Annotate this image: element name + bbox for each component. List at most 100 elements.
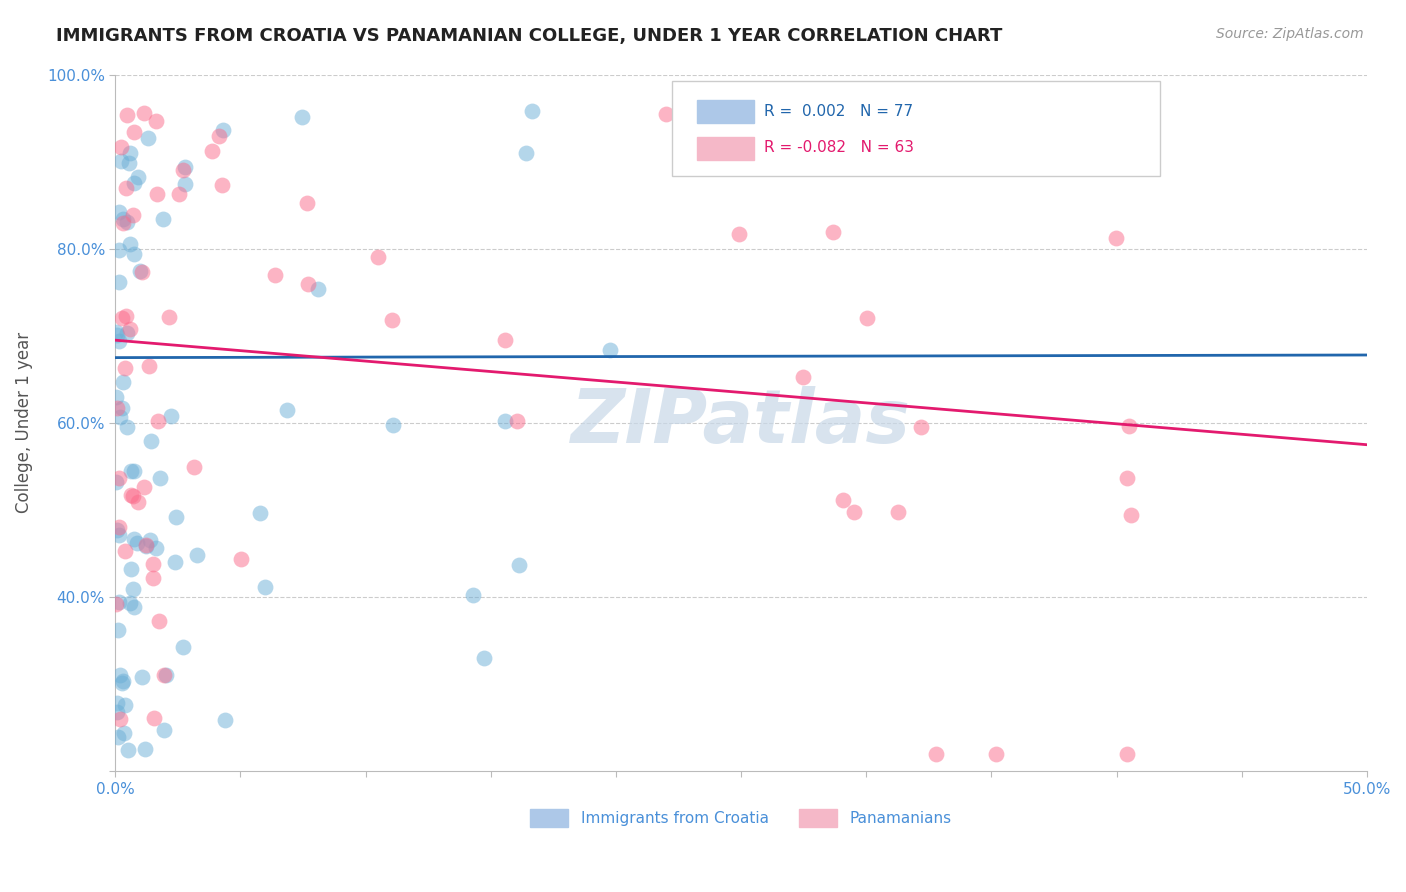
Point <box>122 582 145 596</box>
Point <box>122 599 145 614</box>
Point <box>122 176 145 190</box>
Point <box>107 334 129 349</box>
Point <box>121 489 143 503</box>
Point <box>276 403 298 417</box>
Point <box>134 742 156 756</box>
Point <box>165 509 187 524</box>
Point <box>599 343 621 358</box>
Point <box>381 417 404 432</box>
Point <box>118 156 141 170</box>
Point <box>157 310 180 325</box>
Point <box>120 487 142 501</box>
Point <box>522 103 544 118</box>
Point <box>167 187 190 202</box>
Point <box>117 326 139 340</box>
Point <box>108 244 131 258</box>
Point <box>107 528 129 542</box>
Point <box>115 215 138 229</box>
Point <box>122 208 145 222</box>
Point <box>120 562 142 576</box>
Point <box>152 212 174 227</box>
Point <box>110 140 132 154</box>
Point <box>1119 508 1142 522</box>
Point <box>461 588 484 602</box>
Point <box>135 538 157 552</box>
Point <box>120 236 142 251</box>
Point <box>155 667 177 681</box>
Point <box>105 327 128 342</box>
Point <box>108 471 131 485</box>
Point <box>108 520 131 534</box>
Point <box>105 475 128 490</box>
Point <box>832 492 855 507</box>
Point <box>1105 230 1128 244</box>
Point <box>145 113 167 128</box>
Point <box>229 551 252 566</box>
Point <box>183 459 205 474</box>
Point <box>105 705 128 719</box>
Point <box>108 205 131 219</box>
Point <box>494 333 516 347</box>
Point <box>108 712 131 726</box>
Point <box>515 145 537 160</box>
Point <box>142 571 165 585</box>
Point <box>115 108 138 122</box>
Point <box>138 359 160 373</box>
Point <box>142 558 165 572</box>
Point <box>174 160 197 174</box>
Point <box>110 153 132 168</box>
Point <box>134 106 156 120</box>
Point <box>120 464 142 478</box>
Point <box>249 506 271 520</box>
Point <box>138 131 160 145</box>
Point <box>114 726 136 740</box>
Legend: Immigrants from Croatia, Panamanians: Immigrants from Croatia, Panamanians <box>524 803 957 833</box>
Point <box>108 667 131 681</box>
Point <box>160 409 183 423</box>
Point <box>842 505 865 519</box>
Point <box>508 558 530 573</box>
Point <box>139 434 162 449</box>
Point <box>211 178 233 192</box>
Point <box>1118 418 1140 433</box>
Text: IMMIGRANTS FROM CROATIA VS PANAMANIAN COLLEGE, UNDER 1 YEAR CORRELATION CHART: IMMIGRANTS FROM CROATIA VS PANAMANIAN CO… <box>56 27 1002 45</box>
Point <box>108 410 131 425</box>
Point <box>117 742 139 756</box>
Point <box>118 321 141 335</box>
Point <box>307 281 329 295</box>
Point <box>214 713 236 727</box>
Point <box>111 376 134 390</box>
Point <box>114 360 136 375</box>
Point <box>172 163 194 178</box>
Point <box>506 414 529 428</box>
FancyBboxPatch shape <box>697 100 754 123</box>
Point <box>114 309 136 323</box>
Y-axis label: College, Under 1 year: College, Under 1 year <box>15 333 32 514</box>
Point <box>792 370 814 384</box>
Point <box>139 533 162 547</box>
Point <box>925 747 948 761</box>
Point <box>146 186 169 201</box>
Point <box>118 146 141 161</box>
FancyBboxPatch shape <box>697 136 754 160</box>
Point <box>127 495 149 509</box>
Point <box>108 595 131 609</box>
Point <box>253 580 276 594</box>
Point <box>201 144 224 158</box>
Point <box>114 698 136 712</box>
Point <box>1116 470 1139 484</box>
Point <box>107 624 129 638</box>
Point <box>115 420 138 434</box>
Point <box>145 541 167 555</box>
Point <box>122 464 145 478</box>
Point <box>112 217 135 231</box>
Point <box>297 277 319 291</box>
Point <box>910 419 932 434</box>
Point <box>986 747 1008 761</box>
Point <box>105 390 128 404</box>
Point <box>104 597 127 611</box>
Point <box>135 539 157 553</box>
Point <box>132 480 155 494</box>
Point <box>114 543 136 558</box>
Point <box>381 313 404 327</box>
